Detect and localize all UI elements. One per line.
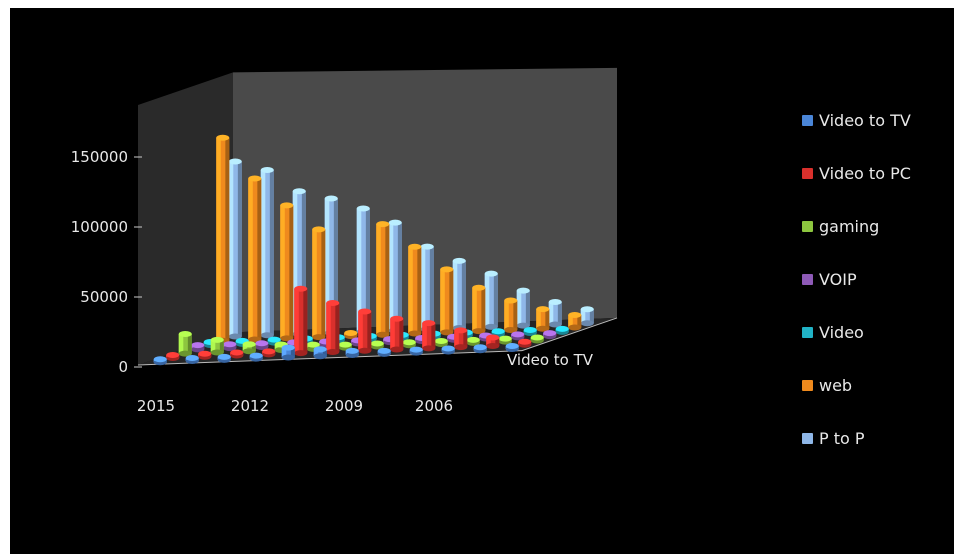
legend-item-video-to-tv: Video to TV: [802, 94, 952, 147]
bar-web-2014: [248, 175, 262, 343]
bar-p-to-p-2007: [484, 270, 498, 330]
legend-label: P to P: [819, 429, 865, 448]
legend-item-voip: VOIP: [802, 253, 952, 306]
bar-p-to-p-2009: [420, 243, 434, 333]
bar-video-to-tv-2010: [313, 346, 327, 360]
legend-swatch: [802, 327, 813, 338]
bar-web-2006: [504, 297, 518, 333]
bar-gaming-2010: [338, 341, 352, 351]
legend-swatch: [802, 115, 813, 126]
bar-web-2010: [376, 221, 390, 338]
bar-gaming-2014: [210, 336, 224, 356]
y-tick-150000: 150000: [71, 148, 128, 166]
bar-p-to-p-2008: [452, 257, 466, 332]
bar-video-to-pc-2008: [390, 315, 404, 353]
bar-voip-2005: [511, 331, 525, 341]
legend-label: Video to PC: [819, 164, 911, 183]
bar-video-to-tv-2011: [281, 344, 295, 361]
legend-label: gaming: [819, 217, 880, 236]
bar-gaming-2006: [466, 336, 480, 346]
bar-video-to-pc-2014: [198, 350, 212, 360]
chart-frame: 0 50000 100000 150000 2015 2012 2009 2006 Vide…: [10, 8, 954, 554]
bar-web-2005: [536, 306, 550, 332]
legend-item-video: Video: [802, 306, 952, 359]
bar-video-to-pc-2005: [486, 334, 500, 349]
bar-video-to-pc-2013: [230, 349, 244, 359]
bar-video-to-pc-2004: [518, 338, 532, 348]
bar-voip-2015: [191, 342, 205, 353]
bar-video-to-tv-2014: [185, 355, 199, 365]
bar-video-to-tv-2008: [377, 347, 391, 357]
bar-web-2004: [568, 311, 582, 331]
bar-gaming-2008: [402, 339, 416, 349]
bar-web-2012: [312, 226, 326, 341]
bar-web-2013: [280, 202, 294, 342]
bar-gaming-2007: [434, 338, 448, 348]
bar-p-to-p-2006: [516, 287, 530, 329]
y-tick-100000: 100000: [71, 218, 128, 236]
legend-label: web: [819, 376, 853, 395]
legend-label: Video: [819, 323, 864, 342]
bar-p-to-p-2014: [260, 167, 274, 339]
bar-gaming-2004: [530, 334, 544, 344]
bar-gaming-2009: [370, 340, 384, 350]
legend-label: VOIP: [819, 270, 857, 289]
side-wall: [138, 72, 233, 365]
bar-video-to-tv-2004: [505, 343, 519, 353]
legend-item-video-to-pc: Video to PC: [802, 147, 952, 200]
y-tick-50000: 50000: [80, 288, 128, 306]
bar-gaming-2015: [178, 331, 192, 357]
legend-swatch: [802, 221, 813, 232]
bar-video-to-pc-2007: [422, 320, 436, 352]
bar-web-2015: [216, 134, 230, 344]
bar-p-to-p-2005: [548, 299, 562, 328]
bar-video-to-tv-2007: [409, 346, 423, 356]
legend-swatch: [802, 380, 813, 391]
bar-web-2008: [440, 266, 454, 336]
bar-video-to-pc-2012: [262, 348, 276, 358]
bar-web-2009: [408, 243, 422, 337]
bar-p-to-p-2004: [580, 306, 594, 327]
legend-swatch: [802, 274, 813, 285]
bar-video-to-pc-2011: [294, 285, 308, 357]
bar-gaming-2013: [242, 341, 256, 355]
bar-video-to-tv-2012: [249, 352, 263, 362]
bar-web-2011: [344, 329, 358, 339]
bar-video-to-pc-2010: [326, 299, 340, 355]
bar-web-2007: [472, 284, 486, 335]
bar-video-to-pc-2009: [358, 308, 372, 354]
bar-video-to-pc-2015: [166, 351, 180, 361]
bar-video-to-tv-2009: [345, 347, 359, 359]
bar-video-to-pc-2006: [454, 327, 468, 351]
x-tick-2012: 2012: [231, 397, 269, 415]
x-axis-ticks: 2015 2012 2009 2006: [137, 397, 453, 415]
legend-label: Video to TV: [819, 111, 911, 130]
bar-video-to-tv-2005: [473, 344, 487, 354]
bar-video-to-tv-2015: [153, 356, 167, 366]
bar-voip-2013: [255, 340, 269, 350]
bar-video-2004: [555, 325, 569, 335]
x-tick-2015: 2015: [137, 397, 175, 415]
bar-video-to-tv-2006: [441, 345, 455, 355]
bar-gaming-2005: [498, 335, 512, 345]
bar-voip-2014: [223, 341, 237, 352]
legend-item-web: web: [802, 359, 952, 412]
legend-swatch: [802, 168, 813, 179]
legend-item-gaming: gaming: [802, 200, 952, 253]
bar-video-2005: [523, 327, 537, 337]
chart-bars: [153, 134, 594, 366]
depth-axis-label: Video to TV: [507, 351, 594, 369]
chart-3d-bar: 0 50000 100000 150000 2015 2012 2009 2006 Vide…: [71, 67, 618, 415]
x-tick-2006: 2006: [415, 397, 453, 415]
legend-swatch: [802, 433, 813, 444]
bar-p-to-p-2015: [228, 158, 242, 340]
chart-legend: Video to TV Video to PC gaming VOIP Video web…: [802, 94, 952, 465]
y-axis-ticks: 0 50000 100000 150000: [71, 148, 142, 376]
legend-item-p-to-p: P to P: [802, 412, 952, 465]
bar-voip-2004: [543, 330, 557, 340]
x-tick-2009: 2009: [325, 397, 363, 415]
y-tick-0: 0: [118, 358, 128, 376]
bar-video-to-tv-2013: [217, 353, 231, 363]
